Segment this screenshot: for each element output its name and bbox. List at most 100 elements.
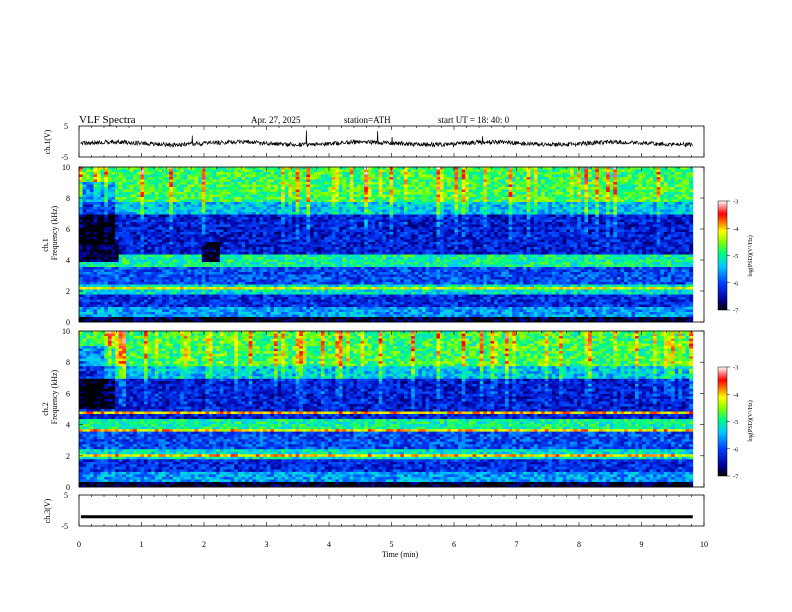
spectrogram-cell	[400, 195, 404, 198]
spectrogram-cell	[621, 175, 625, 178]
spectrogram-cell	[635, 177, 639, 180]
spectrogram-cell	[198, 177, 202, 180]
spectrogram-cell	[469, 167, 473, 170]
spectrogram-cell	[512, 232, 516, 235]
spectrogram-cell	[382, 210, 386, 213]
spectrogram-cell	[454, 227, 458, 230]
spectrogram-cell	[379, 212, 383, 215]
spectrogram-cell	[552, 172, 556, 175]
spectrogram-cell	[270, 235, 274, 238]
spectrogram-cell	[678, 215, 682, 218]
spectrogram-cell	[310, 180, 314, 183]
spectrogram-cell	[584, 190, 588, 193]
spectrogram-cell	[325, 237, 329, 240]
spectrogram-cell	[599, 172, 603, 175]
spectrogram-cell	[296, 237, 300, 240]
spectrogram-cell	[436, 200, 440, 203]
spectrogram-cell	[433, 177, 437, 180]
spectrogram-cell	[444, 197, 448, 200]
spectrogram-cell	[389, 180, 393, 183]
spectrogram-cell	[350, 195, 354, 198]
spectrogram-cell	[541, 217, 545, 220]
spectrogram-cell	[599, 212, 603, 215]
spectrogram-cell	[104, 192, 108, 195]
spectrogram-cell	[86, 167, 90, 170]
spectrogram-cell	[379, 235, 383, 238]
spectrogram-cell	[512, 170, 516, 173]
spectrogram-cell	[498, 235, 502, 238]
spectrogram-cell	[137, 202, 141, 205]
spectrogram-cell	[274, 200, 278, 203]
spectrogram-cell	[310, 222, 314, 225]
spectrogram-cell	[433, 205, 437, 208]
spectrogram-cell	[86, 237, 90, 240]
spectrogram-cell	[393, 200, 397, 203]
spectrogram-cell	[317, 215, 321, 218]
spectrogram-cell	[667, 192, 671, 195]
spectrogram-cell	[274, 232, 278, 235]
spectrogram-cell	[447, 180, 451, 183]
spectrogram-cell	[220, 210, 224, 213]
spectrogram-cell	[176, 212, 180, 215]
spectrogram-cell	[155, 217, 159, 220]
spectrogram-cell	[353, 170, 357, 173]
spectrogram-cell	[79, 212, 83, 215]
spectrogram-cell	[613, 185, 617, 188]
spectrogram-cell	[205, 205, 209, 208]
spectrogram-cell	[408, 202, 412, 205]
spectrogram-cell	[310, 167, 314, 170]
spectrogram-cell	[498, 232, 502, 235]
spectrogram-cell	[137, 180, 141, 183]
spectrogram-cell	[404, 187, 408, 190]
spectrogram-cell	[252, 222, 256, 225]
spectrogram-cell	[361, 180, 365, 183]
spectrogram-cell	[444, 192, 448, 195]
spectrogram-cell	[328, 197, 332, 200]
spectrogram-cell	[682, 192, 686, 195]
spectrogram-cell	[213, 202, 217, 205]
spectrogram-cell	[119, 212, 123, 215]
spectrogram-cell	[281, 167, 285, 170]
spectrogram-cell	[126, 215, 130, 218]
spectrogram-cell	[592, 212, 596, 215]
spectrogram-cell	[350, 200, 354, 203]
spectrogram-cell	[649, 205, 653, 208]
spectrogram-cell	[173, 192, 177, 195]
spectrogram-cell	[205, 225, 209, 228]
spectrogram-cell	[473, 230, 477, 233]
spectrogram-cell	[115, 170, 119, 173]
spectrogram-cell	[252, 210, 256, 213]
spectrogram-cell	[375, 187, 379, 190]
spectrogram-cell	[166, 195, 170, 198]
spectrogram-cell	[335, 172, 339, 175]
spectrogram-cell	[574, 215, 578, 218]
spectrogram-cell	[592, 177, 596, 180]
spectrogram-cell	[335, 182, 339, 185]
spectrogram-cell	[444, 180, 448, 183]
spectrogram-cell	[393, 172, 397, 175]
spectrogram-cell	[491, 205, 495, 208]
spectrogram-cell	[563, 215, 567, 218]
spectrogram-cell	[310, 182, 314, 185]
spectrogram-cell	[151, 197, 155, 200]
spectrogram-cell	[469, 195, 473, 198]
spectrogram-cell	[155, 230, 159, 233]
spectrogram-cell	[649, 172, 653, 175]
spectrogram-cell	[523, 167, 527, 170]
spectrogram-cell	[133, 200, 137, 203]
spectrogram-cell	[310, 207, 314, 210]
spectrogram-cell	[130, 197, 134, 200]
spectrogram-cell	[148, 220, 152, 223]
spectrogram-cell	[678, 170, 682, 173]
spectrogram-cell	[130, 215, 134, 218]
spectrogram-cell	[195, 197, 199, 200]
spectrogram-cell	[270, 205, 274, 208]
spectrogram-cell	[256, 192, 260, 195]
spectrogram-cell	[148, 167, 152, 170]
spectrogram-cell	[422, 170, 426, 173]
spectrogram-cell	[592, 220, 596, 223]
spectrogram-cell	[469, 235, 473, 238]
spectrogram-cell	[104, 227, 108, 230]
spectrogram-cell	[602, 227, 606, 230]
spectrogram-cell	[465, 237, 469, 240]
